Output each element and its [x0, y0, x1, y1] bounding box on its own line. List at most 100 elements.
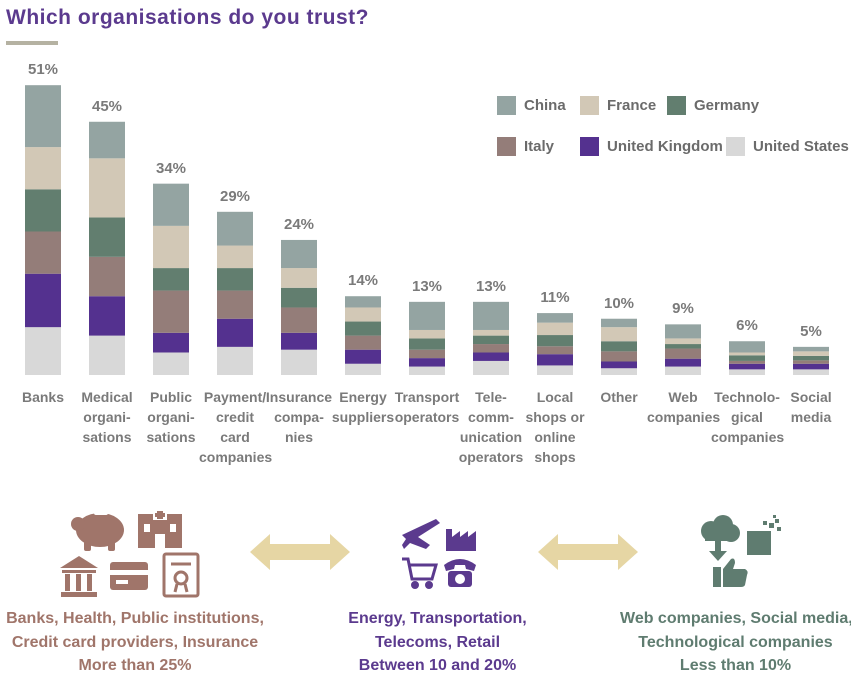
bar-segment-germany	[153, 268, 189, 291]
bar-segment-china	[153, 183, 189, 226]
group-high-trust-line1: Banks, Health, Public institutions,	[6, 610, 264, 627]
legend-item-united-kingdom: United Kingdom	[580, 137, 723, 156]
bar-segment-united-kingdom	[665, 358, 701, 367]
double-arrow-right	[538, 534, 638, 570]
bar-segment-united-kingdom	[89, 296, 125, 336]
institutions-icons	[60, 510, 200, 598]
category-label: Web companies	[647, 389, 721, 425]
bar-segment-france	[537, 322, 573, 336]
legend-item-france: France	[580, 96, 656, 115]
share-pixels-icon	[747, 515, 781, 555]
bar-segment-france	[153, 225, 189, 269]
category-label: Local shops or online shops	[525, 389, 585, 465]
bar-segment-france	[665, 338, 701, 345]
bar-segment-united-kingdom	[153, 332, 189, 353]
category-label: Banks	[21, 389, 65, 405]
bar-segment-united-states	[345, 363, 381, 375]
airplane-icon	[402, 519, 440, 549]
chart-title: Which organisations do you trust?	[6, 6, 369, 29]
bar-segment-germany	[281, 287, 317, 308]
bar-segment-united-kingdom	[217, 318, 253, 347]
legend-swatch-china	[497, 96, 516, 115]
legend-swatch-united-kingdom	[580, 137, 599, 156]
bar-segment-china	[729, 341, 765, 353]
category-label: Medical organi- sations	[81, 389, 133, 445]
bar-segment-china	[217, 211, 253, 246]
bar-segment-france	[345, 307, 381, 322]
bar-segment-united-states	[601, 368, 637, 375]
bar-segment-united-states	[473, 360, 509, 375]
hospital-icon	[138, 510, 182, 548]
group-mid-trust-line2: Telecoms, Retail	[374, 634, 501, 651]
bar-segment-italy	[153, 290, 189, 333]
bar-segment-united-states	[25, 327, 61, 375]
bar-segment-united-states	[665, 366, 701, 375]
category-label: Social media	[790, 389, 832, 425]
bar-total-label: 13%	[411, 277, 443, 295]
bar-segment-germany	[217, 268, 253, 291]
bar-total-label: 5%	[800, 322, 822, 340]
bar-segment-france	[729, 352, 765, 356]
bar-segment-china	[89, 121, 125, 159]
bar-segment-germany	[473, 335, 509, 345]
category-label: Technolo- gical companies	[711, 389, 785, 445]
bar-segment-united-states	[793, 369, 829, 375]
bar-segment-germany	[89, 217, 125, 257]
bar-segment-united-kingdom	[793, 363, 829, 370]
bar-segment-china	[25, 85, 61, 148]
bar-segment-china	[537, 313, 573, 323]
bar-total-label: 11%	[540, 289, 570, 307]
category-label: Payment/ credit card companies	[199, 389, 273, 465]
legend-label-china: China	[524, 97, 566, 114]
category-label: Energy suppliers	[331, 389, 395, 425]
bar-segment-italy	[409, 349, 445, 359]
bar-segment-italy	[473, 344, 509, 353]
legend-label-italy: Italy	[524, 138, 555, 155]
bar-segment-united-states	[281, 349, 317, 375]
bar-segment-united-kingdom	[409, 358, 445, 367]
bar-segment-united-kingdom	[537, 354, 573, 366]
bar-segment-italy	[601, 351, 637, 362]
bar-total-label: 29%	[219, 187, 251, 205]
bar-total-label: 45%	[91, 97, 123, 115]
bar-total-label: 9%	[672, 300, 694, 318]
legend-swatch-united-states	[726, 137, 745, 156]
bar-segment-germany	[793, 355, 829, 361]
bar-segment-china	[601, 318, 637, 328]
bar-segment-italy	[665, 348, 701, 359]
bar-total-label: 51%	[27, 61, 59, 79]
bar-segment-united-kingdom	[281, 332, 317, 350]
bar-segment-germany	[25, 189, 61, 232]
bar-segment-united-kingdom	[729, 363, 765, 370]
group-mid-trust: Energy, Transportation, Telecoms, Retail…	[330, 607, 545, 675]
cloud-download-icon	[701, 515, 740, 561]
certificate-icon	[162, 552, 200, 598]
bar-segment-china	[793, 346, 829, 352]
credit-card-icon	[110, 562, 148, 590]
bar-segment-italy	[281, 307, 317, 333]
bar-segment-united-kingdom	[473, 352, 509, 361]
bar-total-label: 34%	[155, 159, 187, 177]
category-label: Tele- comm- unication operators	[458, 389, 524, 465]
bar-segment-united-states	[153, 352, 189, 375]
group-mid-trust-range: Between 10 and 20%	[358, 657, 517, 674]
legend-label-united-kingdom: United Kingdom	[607, 138, 723, 155]
bar-segment-united-states	[729, 369, 765, 375]
legend-label-france: France	[607, 97, 657, 114]
double-arrow-left	[250, 534, 350, 570]
bar-segment-italy	[25, 231, 61, 274]
group-low-trust: Web companies, Social media, Technologic…	[620, 607, 851, 675]
legend-label-united-states: United States	[753, 138, 849, 155]
bar-total-label: 13%	[475, 277, 507, 295]
shopping-cart-icon	[402, 557, 438, 589]
bar-segment-france	[473, 329, 509, 336]
legend-item-china: China	[497, 96, 566, 115]
bar-segment-germany	[345, 321, 381, 336]
bar-segment-france	[409, 329, 445, 339]
bar-segment-italy	[537, 346, 573, 355]
legend-item-italy: Italy	[497, 137, 554, 156]
bar-segment-united-kingdom	[345, 349, 381, 364]
bar-segment-germany	[665, 344, 701, 349]
thumbs-up-icon	[713, 558, 748, 587]
group-high-trust: Banks, Health, Public institutions, Cred…	[0, 607, 270, 675]
